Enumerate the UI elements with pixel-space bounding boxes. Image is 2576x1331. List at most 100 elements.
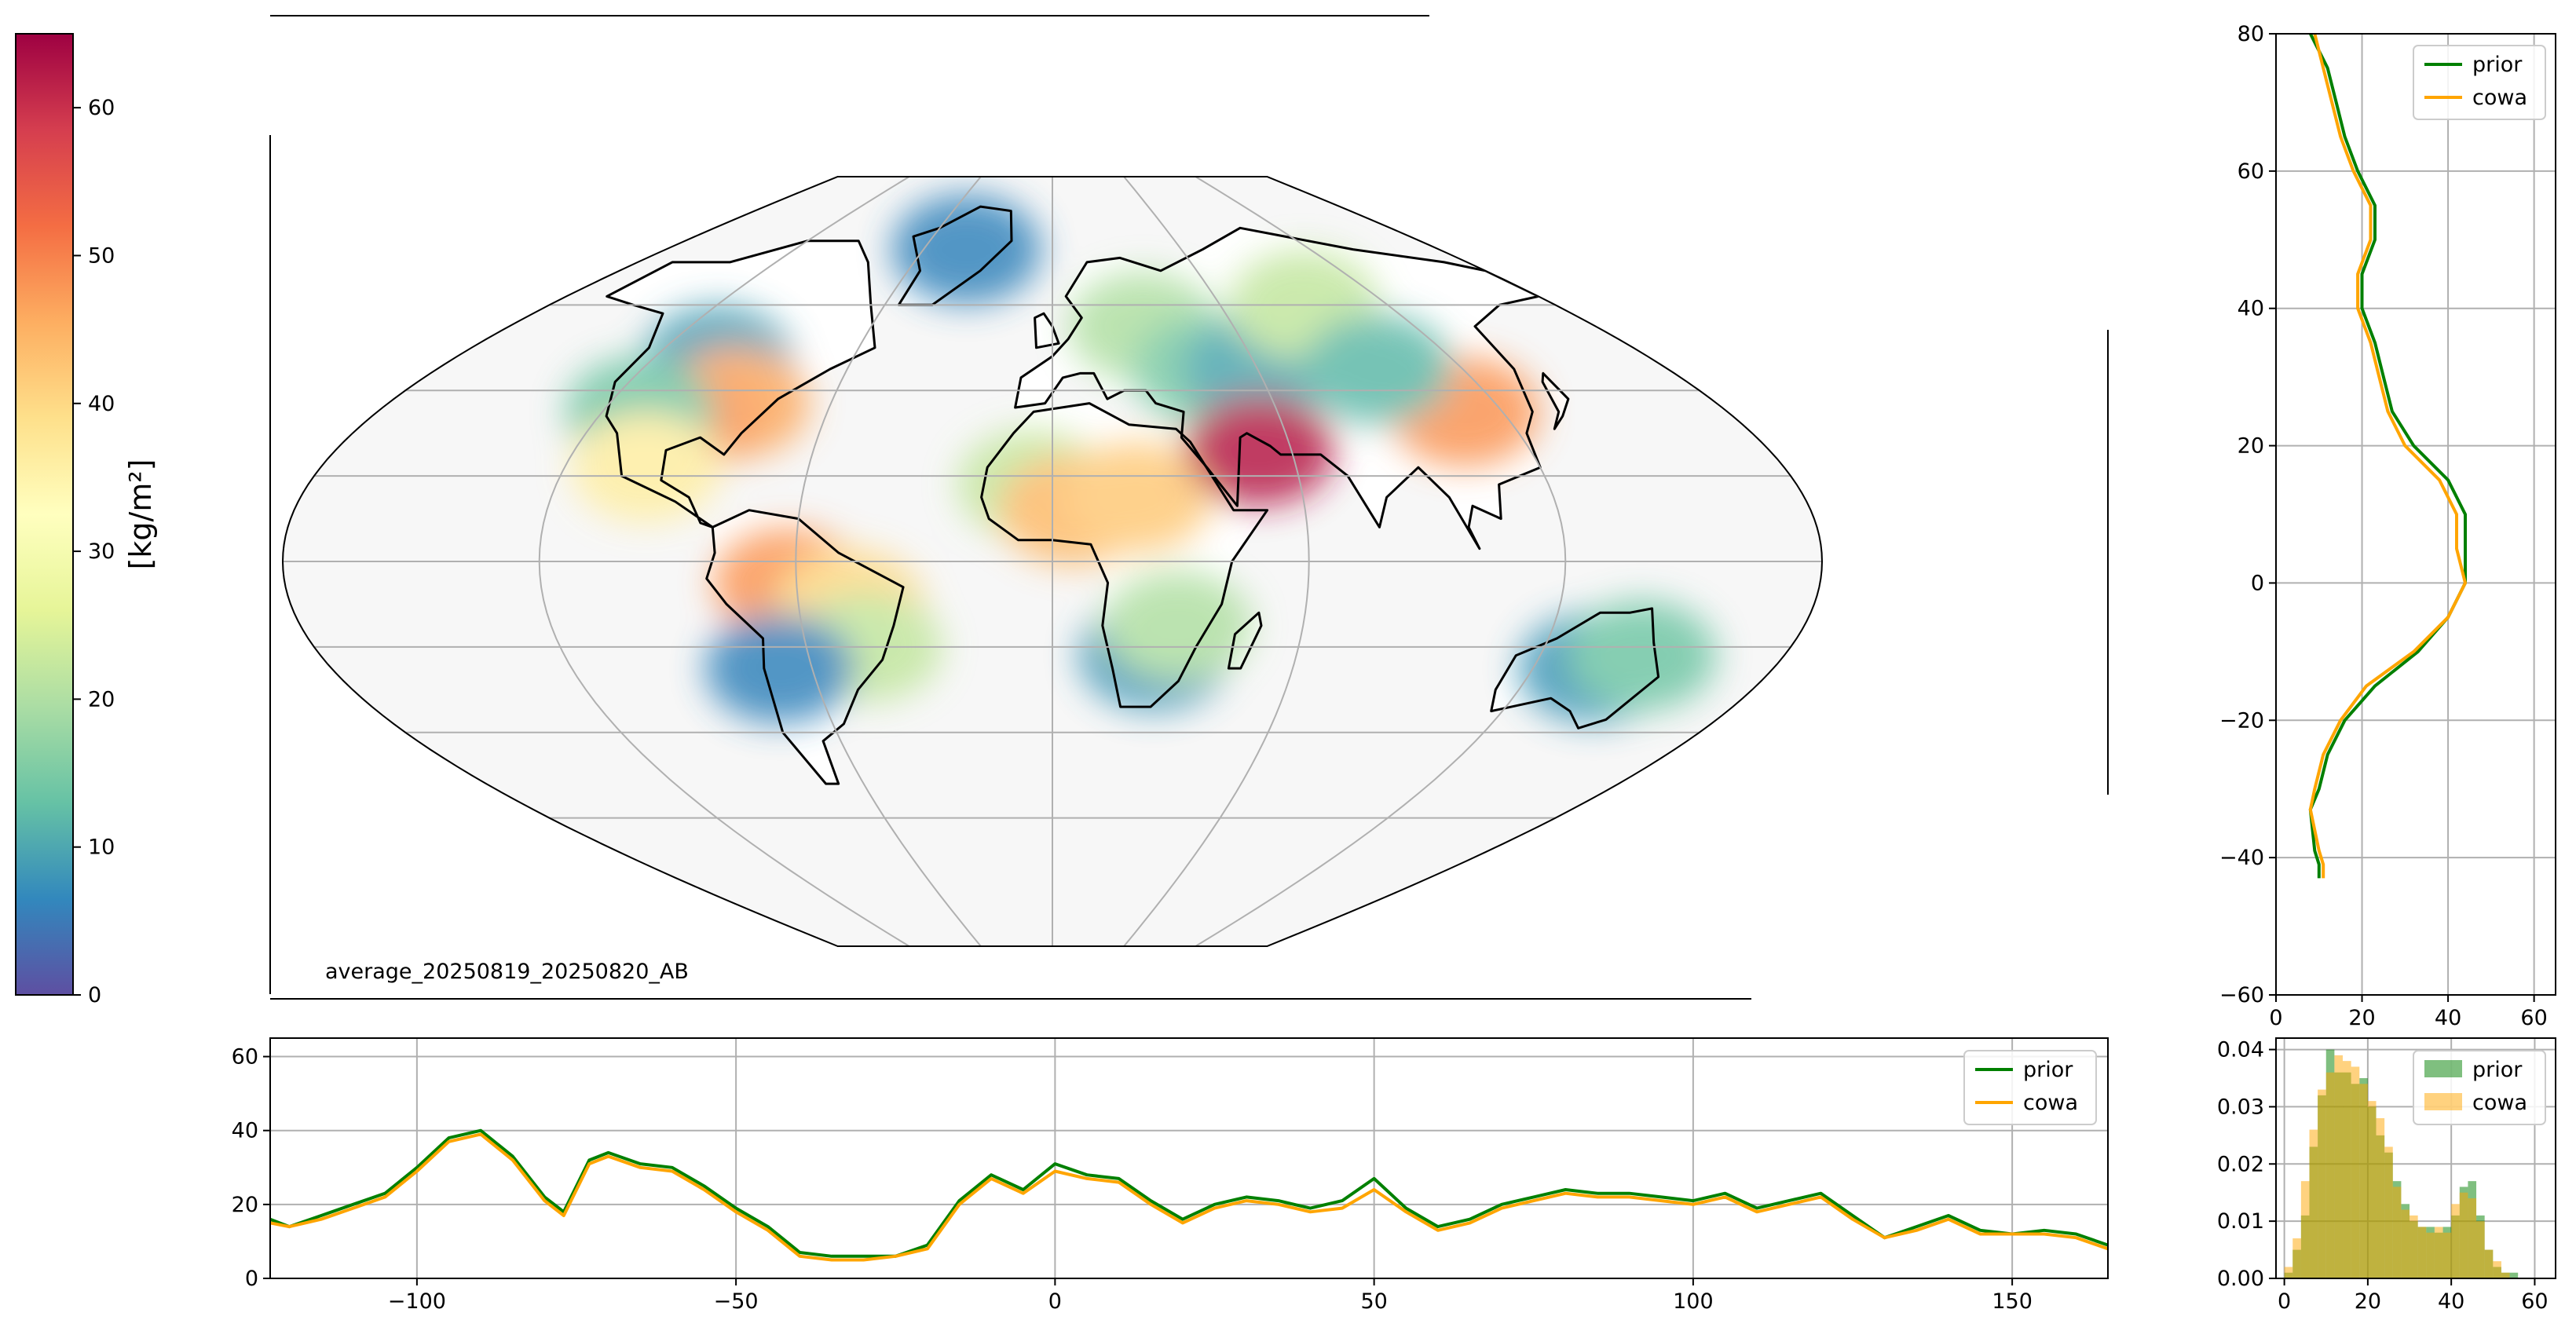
hist-bar-cowa [2501, 1272, 2510, 1278]
lon-xtick-label: 0 [1048, 1289, 1062, 1314]
hist-xtick-label: 40 [2438, 1289, 2464, 1314]
map-meridian [795, 177, 982, 946]
hist-bar-cowa [2410, 1215, 2418, 1278]
hist-bar-cowa [2442, 1232, 2452, 1278]
lat-line-cowa [2308, 34, 2467, 879]
colorbar-tick-label: 0 [88, 983, 101, 1007]
hist-ytick-label: 0.02 [2217, 1152, 2264, 1176]
data-patch [571, 412, 721, 523]
colorbar-label: [kg/m²] [123, 459, 158, 570]
coastline-south-america [705, 509, 905, 785]
map-panel: average_20250819_20250820_AB [269, 15, 2109, 1000]
lat-ytick-label: −60 [2219, 983, 2264, 1007]
histogram-panel: 0 20 40 60 0.00 0.01 0.02 0.03 0.04 prior cowa [2217, 1037, 2556, 1314]
hist-bar-prior [2509, 1272, 2519, 1278]
lon-ytick-label: 60 [232, 1045, 258, 1070]
lat-ytick-label: 0 [2251, 571, 2264, 595]
lon-xtick-label: 150 [1992, 1289, 2033, 1314]
data-patch [891, 194, 1041, 305]
lat-xtick-label: 40 [2435, 1006, 2461, 1030]
colorbar-ticks: 0 10 20 30 40 50 60 [73, 96, 115, 1007]
hist-ytick-label: 0.04 [2217, 1038, 2264, 1062]
hist-bar-cowa [2417, 1227, 2427, 1278]
map-meridian [1195, 177, 1567, 946]
legend-swatch-cowa [2424, 1093, 2462, 1110]
lon-profile-frame [269, 1037, 2109, 1279]
lat-profile-panel: 0 20 40 60 −60 −40 −20 0 20 40 60 80 prior cowa [2219, 22, 2556, 1030]
coastline-japan [1541, 371, 1570, 430]
hist-bar-cowa [2309, 1129, 2318, 1278]
colorbar-tick-label: 50 [88, 243, 115, 268]
colorbar-tick-label: 10 [88, 836, 115, 860]
hist-bar-cowa [2325, 1072, 2335, 1278]
legend-label-cowa: cowa [2023, 1091, 2078, 1115]
hist-ytick-label: 0.03 [2217, 1095, 2264, 1119]
hist-bar-cowa [2367, 1101, 2377, 1278]
lat-ytick-label: 40 [2238, 297, 2264, 321]
hist-bar-cowa [2351, 1066, 2360, 1278]
hist-bar-cowa [2426, 1232, 2435, 1278]
coastline-africa [980, 402, 1269, 708]
colorbar: 0 10 20 30 40 50 60 [kg/m²] [15, 33, 158, 1007]
data-patch [1103, 570, 1253, 681]
lat-xtick-label: 20 [2348, 1006, 2375, 1030]
map-border [281, 176, 1824, 947]
map-annotation: average_20250819_20250820_AB [325, 960, 689, 984]
data-patch [1302, 314, 1452, 424]
data-patch [705, 613, 855, 724]
histogram-legend: prior cowa [2413, 1050, 2546, 1125]
hist-ytick-label: 0.01 [2217, 1209, 2264, 1234]
lon-line-cowa [270, 1132, 2108, 1262]
legend-label-prior: prior [2472, 1058, 2523, 1082]
lon-ytick-label: 20 [232, 1193, 258, 1217]
lon-xtick-label: −50 [714, 1289, 759, 1314]
hist-bar-cowa [2284, 1267, 2293, 1278]
lon-profile-lines [270, 1128, 2108, 1262]
hist-bar-cowa [2359, 1084, 2368, 1278]
lat-xtick-label: 0 [2269, 1006, 2282, 1030]
coastline-britain [1034, 312, 1060, 349]
hist-bar-cowa [2401, 1209, 2410, 1278]
lon-ytick-label: 0 [245, 1267, 258, 1291]
lon-xtick-label: −100 [388, 1289, 446, 1314]
colorbar-tick-label: 60 [88, 96, 115, 120]
coastline-north-america [605, 240, 876, 528]
legend-label-cowa: cowa [2472, 86, 2527, 110]
data-field [565, 194, 1717, 724]
hist-ytick-label: 0.00 [2217, 1267, 2264, 1291]
lat-profile-ticks: 0 20 40 60 −60 −40 −20 0 20 40 60 80 [2219, 22, 2548, 1030]
map-gridlines [283, 177, 1822, 946]
histogram-bars [2284, 1049, 2519, 1278]
legend-label-prior: prior [2023, 1058, 2073, 1082]
hist-bar-cowa [2376, 1118, 2385, 1278]
lon-profile-panel: −100 −50 0 50 100 150 0 20 40 60 prior cowa [232, 1037, 2109, 1314]
lat-ytick-label: 60 [2238, 159, 2264, 184]
lat-ytick-label: 20 [2238, 434, 2264, 459]
hist-bar-cowa [2434, 1227, 2443, 1278]
hist-bar-cowa [2484, 1249, 2494, 1278]
lat-profile-frame [2275, 33, 2556, 996]
lat-line-prior [2308, 34, 2467, 879]
hist-xtick-label: 0 [2278, 1289, 2291, 1314]
lon-line-prior [270, 1128, 2108, 1258]
map-meridian [1123, 177, 1310, 946]
lat-ytick-label: −20 [2219, 708, 2264, 733]
colorbar-tick-label: 20 [88, 687, 115, 711]
lon-profile-ticks: −100 −50 0 50 100 150 0 20 40 60 [232, 1045, 2033, 1314]
lon-profile-legend: prior cowa [1963, 1050, 2097, 1125]
lat-profile-legend: prior cowa [2413, 45, 2546, 120]
hist-bar-cowa [2392, 1187, 2402, 1278]
hist-bar-cowa [2476, 1221, 2485, 1278]
map-meridian [538, 177, 910, 946]
coastline-eurasia [1014, 226, 1542, 550]
data-patch [1567, 600, 1717, 711]
colorbar-gradient [15, 33, 74, 996]
hist-xtick-label: 60 [2521, 1289, 2548, 1314]
lat-ytick-label: 80 [2238, 22, 2264, 46]
data-patch [1061, 442, 1211, 553]
hist-bar-cowa [2334, 1055, 2344, 1278]
lat-xtick-label: 60 [2520, 1006, 2547, 1030]
histogram-frame [2275, 1037, 2556, 1279]
hist-bar-cowa [2451, 1204, 2460, 1278]
